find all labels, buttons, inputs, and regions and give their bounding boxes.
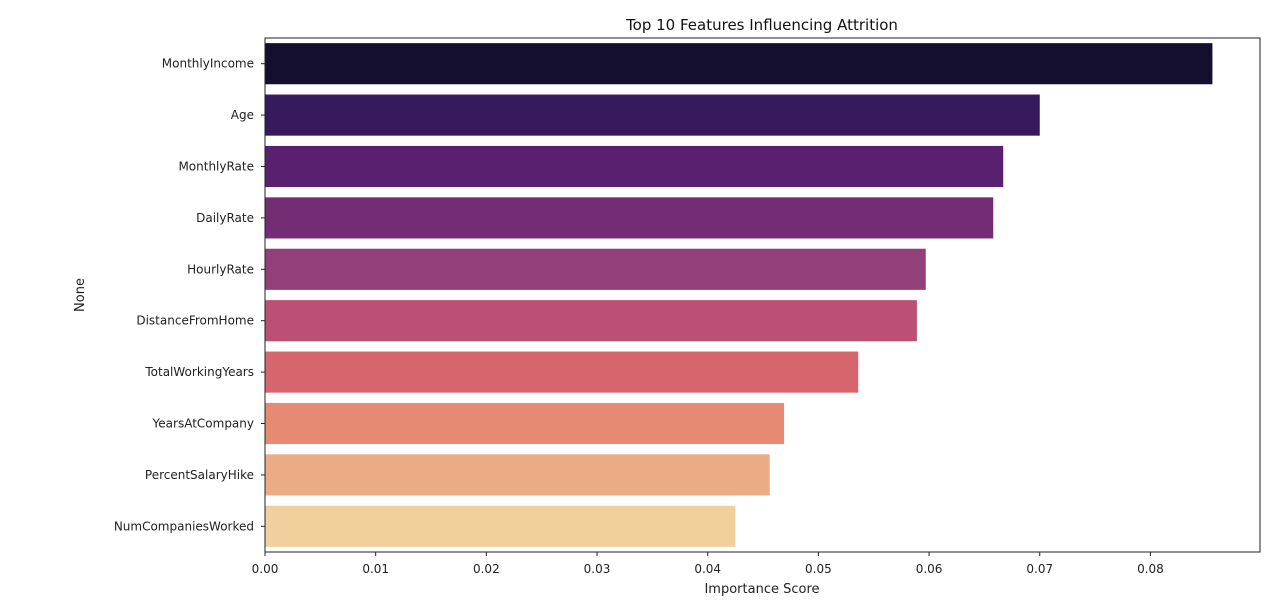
bars-group bbox=[265, 43, 1213, 547]
y-tick-label: TotalWorkingYears bbox=[144, 365, 254, 379]
y-tick-label: DailyRate bbox=[196, 211, 254, 225]
bar-NumCompaniesWorked bbox=[265, 505, 736, 547]
bar-MonthlyIncome bbox=[265, 43, 1213, 85]
x-ticks-group: 0.00 0.01 0.02 0.03 0.04 0.05 0.06 0.07 0.08 bbox=[252, 552, 1164, 576]
x-tick-label: 0.01 bbox=[362, 562, 389, 576]
y-tick-label: YearsAtCompany bbox=[152, 417, 254, 431]
y-ticks-group: MonthlyIncome Age MonthlyRate DailyRate Hour… bbox=[114, 57, 265, 533]
bar-TotalWorkingYears bbox=[265, 351, 859, 393]
bar-DistanceFromHome bbox=[265, 300, 917, 342]
x-tick-label: 0.06 bbox=[916, 562, 943, 576]
bar-YearsAtCompany bbox=[265, 402, 785, 445]
y-tick-label: Age bbox=[231, 108, 254, 122]
y-axis-title: None bbox=[73, 278, 88, 312]
x-tick-label: 0.02 bbox=[473, 562, 500, 576]
x-tick-label: 0.05 bbox=[805, 562, 832, 576]
y-tick-label: NumCompaniesWorked bbox=[114, 519, 254, 533]
bar-Age bbox=[265, 94, 1040, 136]
x-tick-label: 0.07 bbox=[1026, 562, 1053, 576]
chart-title: Top 10 Features Influencing Attrition bbox=[625, 16, 898, 34]
y-tick-label: DistanceFromHome bbox=[136, 314, 254, 328]
x-tick-label: 0.03 bbox=[584, 562, 611, 576]
y-tick-label: MonthlyRate bbox=[178, 160, 254, 174]
bar-DailyRate bbox=[265, 197, 994, 239]
x-axis-title: Importance Score bbox=[704, 582, 819, 597]
x-tick-label: 0.00 bbox=[252, 562, 279, 576]
bar-PercentSalaryHike bbox=[265, 454, 770, 496]
y-tick-label: MonthlyIncome bbox=[162, 57, 254, 71]
plot-frame bbox=[264, 37, 1261, 553]
bar-MonthlyRate bbox=[265, 145, 1004, 188]
bar-HourlyRate bbox=[265, 248, 926, 290]
x-tick-label: 0.04 bbox=[694, 562, 721, 576]
y-tick-label: PercentSalaryHike bbox=[145, 468, 254, 482]
x-tick-label: 0.08 bbox=[1137, 562, 1164, 576]
y-tick-label: HourlyRate bbox=[187, 262, 254, 276]
